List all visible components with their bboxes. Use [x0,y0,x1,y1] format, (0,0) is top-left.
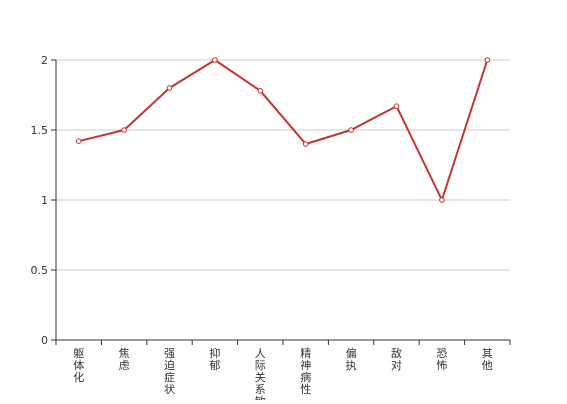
y-tick-label: 0.5 [31,264,49,277]
x-tick-label: 敌对 [391,346,402,372]
y-tick-label: 1 [41,194,48,207]
x-tick-label: 躯体化 [73,347,84,384]
y-tick-label: 2 [41,54,48,67]
data-point [212,57,218,63]
x-tick-label: 人际关系敏感 [255,347,266,400]
data-point [257,88,264,94]
grid-lines [56,59,510,271]
data-point [348,127,354,133]
series [75,57,491,203]
x-tick-label: 抑郁 [209,346,220,372]
data-point [75,138,82,144]
data-point [393,103,400,109]
y-tick-label: 1.5 [31,124,49,137]
data-point [166,85,173,91]
y-tick-label: 0 [41,334,48,347]
data-point [302,141,309,147]
x-tick-label: 强迫症状 [164,347,175,396]
series-line [78,59,489,201]
y-tick-labels: 0 0.5 1 1.5 2 [31,54,49,347]
data-point [439,197,445,203]
x-tick-label: 恐怖 [436,347,447,372]
data-point [484,57,491,63]
x-tick-label: 精神病性 [300,347,311,396]
x-tick-labels: 躯体化 焦虑 强迫症状 抑郁 人际关系敏感 精神病性 偏执 敌对 恐怖 其他 [73,346,493,404]
data-point [121,127,127,133]
x-tick-label: 焦虑 [119,347,130,372]
x-tick-label: 其他 [482,347,493,372]
axes [51,59,511,345]
x-tick-label: 偏执 [346,346,357,372]
